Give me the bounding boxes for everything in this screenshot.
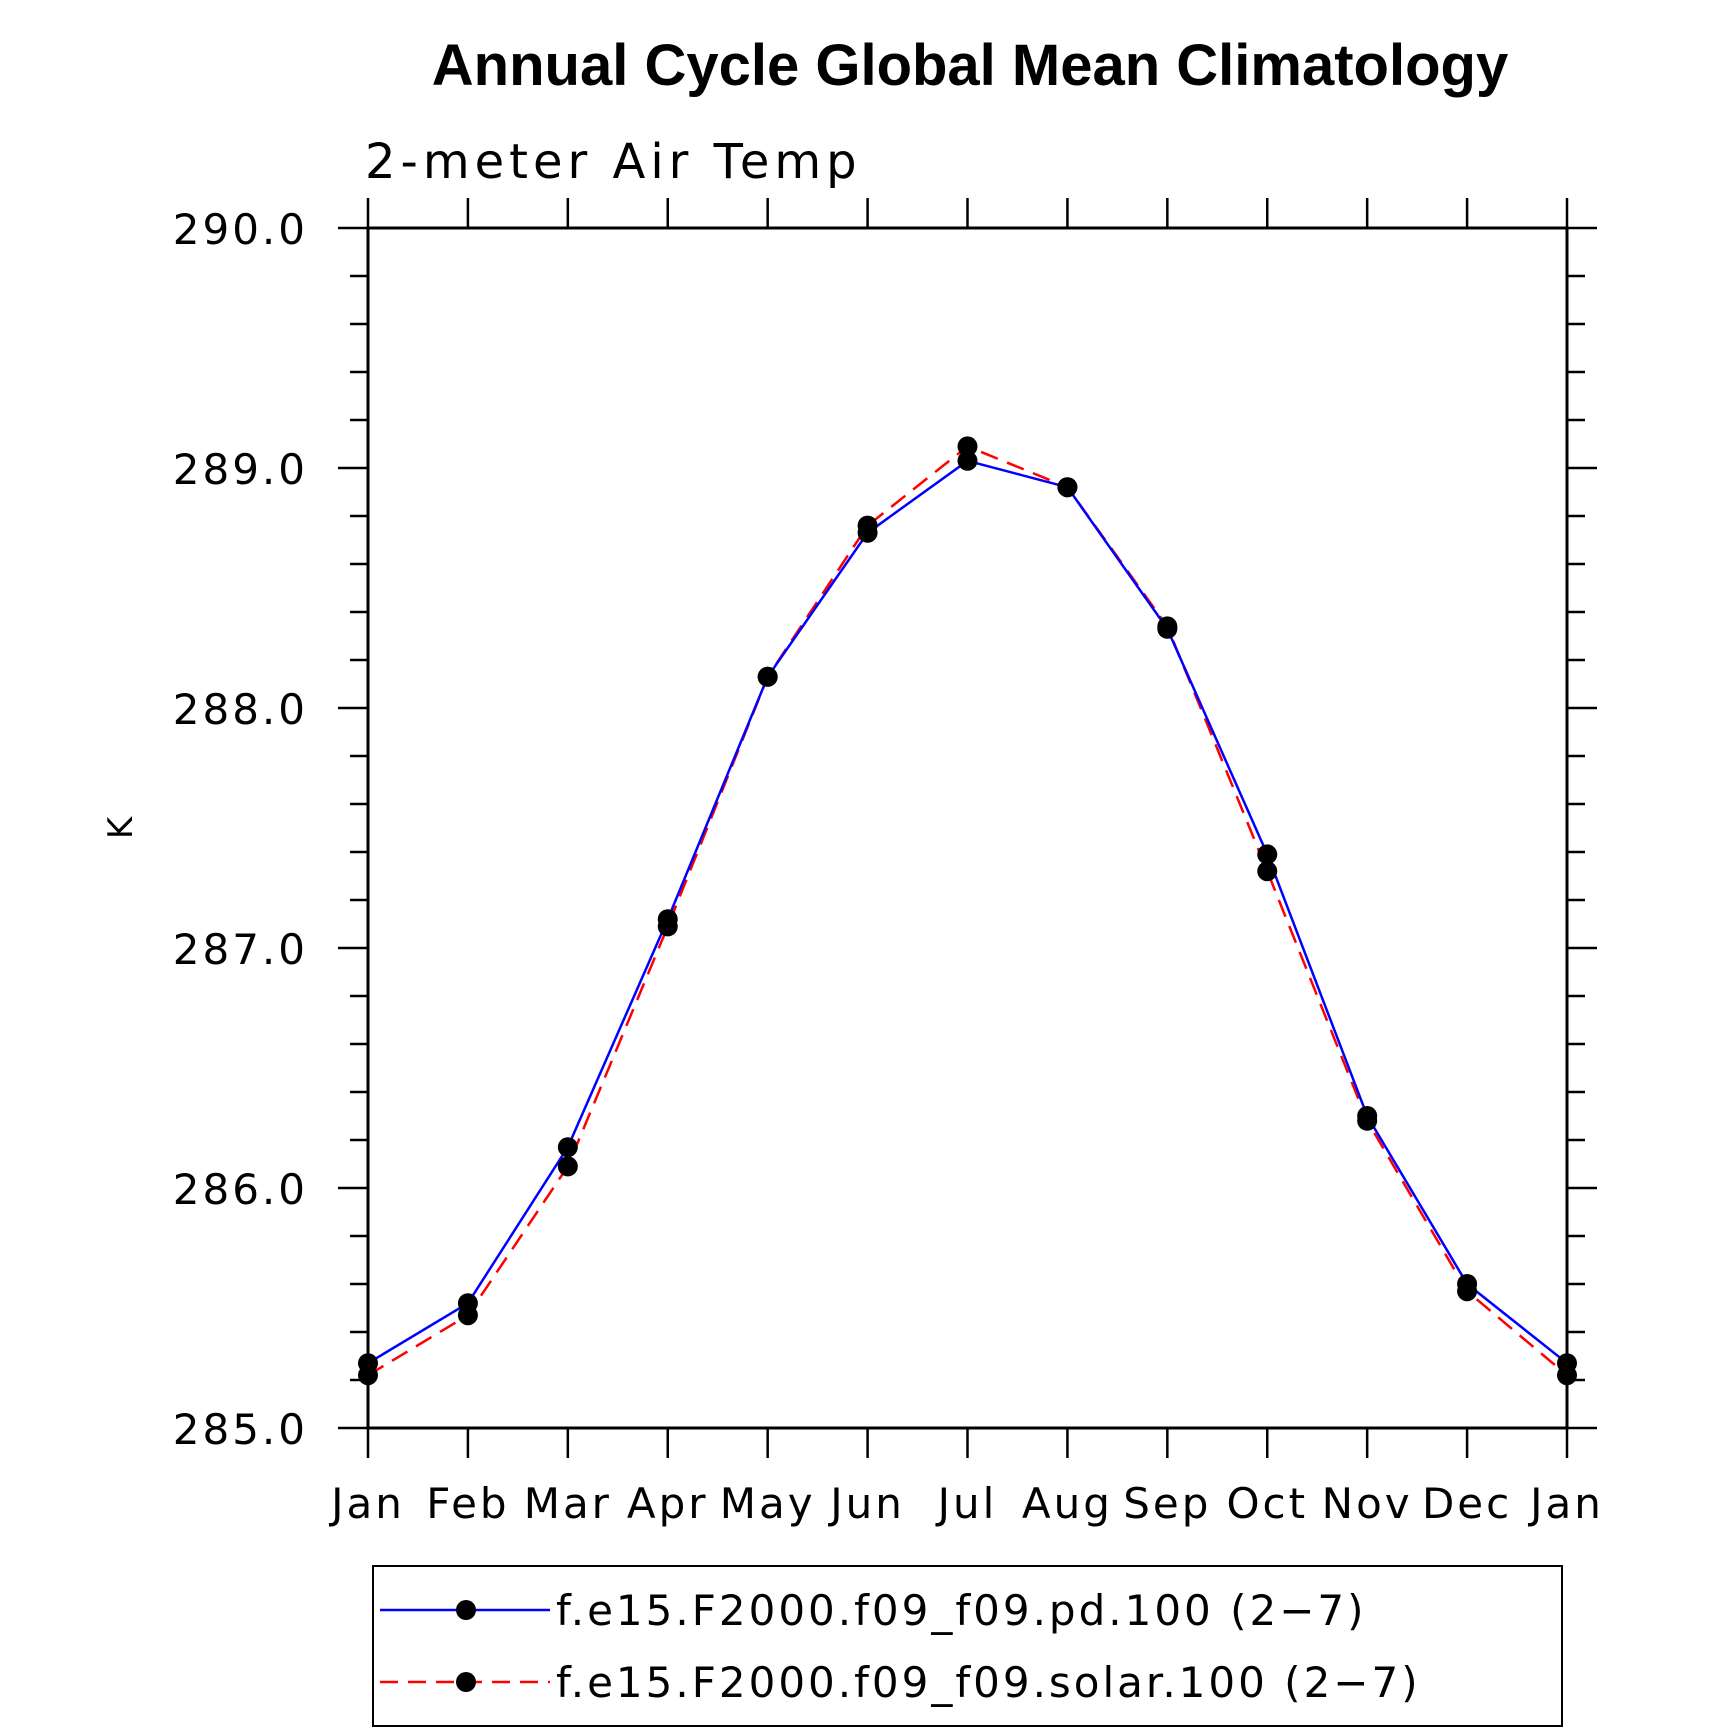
y-tick-label: 290.0 bbox=[173, 205, 308, 254]
legend-label-pd: f.e15.F2000.f09_f09.pd.100 (2−7) bbox=[556, 1586, 1367, 1635]
x-tick-label: Dec bbox=[1422, 1479, 1512, 1528]
x-tick-label: Jan bbox=[328, 1479, 405, 1528]
data-series bbox=[358, 436, 1577, 1386]
series-0-point bbox=[1457, 1274, 1478, 1294]
chart-subtitle: 2-meter Air Temp bbox=[365, 134, 862, 190]
x-tick-label: Mar bbox=[524, 1479, 612, 1528]
series-0-point bbox=[1057, 477, 1078, 498]
legend-marker-pd bbox=[456, 1600, 476, 1620]
series-0-point bbox=[657, 909, 678, 930]
series-0-point bbox=[1557, 1353, 1577, 1374]
y-axis-ticks: 285.0 286.0 287.0 288.0 289.0 290.0 bbox=[173, 205, 1597, 1454]
x-tick-label: Apr bbox=[627, 1479, 709, 1528]
legend-label-solar: f.e15.F2000.f09_f09.solar.100 (2−7) bbox=[556, 1658, 1421, 1707]
series-1-point bbox=[557, 1156, 578, 1177]
x-tick-label: Jul bbox=[935, 1479, 998, 1528]
series-line-0 bbox=[367, 459, 1568, 1365]
series-0-point bbox=[957, 450, 978, 471]
series-0-point bbox=[557, 1137, 578, 1158]
plot-area-frame bbox=[366, 226, 1569, 1430]
x-tick-label: Nov bbox=[1322, 1479, 1413, 1528]
series-line-1 bbox=[367, 444, 1568, 1377]
y-tick-label: 289.0 bbox=[173, 445, 308, 494]
series-0-point bbox=[1357, 1106, 1378, 1126]
x-axis-ticks: Jan Feb Mar Apr May Jun Jul Aug Sep Oct Nov Dec Jan bbox=[328, 198, 1604, 1528]
series-0-point bbox=[1157, 618, 1178, 639]
y-tick-label: 287.0 bbox=[173, 925, 308, 974]
series-0-point bbox=[757, 666, 778, 687]
x-tick-label: Oct bbox=[1226, 1479, 1308, 1528]
series-1-point bbox=[957, 436, 978, 457]
x-tick-label: Aug bbox=[1022, 1479, 1113, 1528]
y-tick-label: 285.0 bbox=[173, 1405, 308, 1454]
legend-marker-solar bbox=[456, 1672, 476, 1692]
x-tick-label: Jun bbox=[827, 1479, 905, 1528]
x-tick-label: Jan bbox=[1527, 1479, 1604, 1528]
chart-title: Annual Cycle Global Mean Climatology bbox=[432, 33, 1508, 98]
legend-box bbox=[372, 1565, 1563, 1727]
series-0-point bbox=[358, 1353, 378, 1374]
x-tick-label: Sep bbox=[1123, 1479, 1211, 1528]
y-tick-label: 286.0 bbox=[173, 1165, 308, 1214]
series-0-point bbox=[857, 522, 878, 543]
x-tick-label: Feb bbox=[426, 1479, 509, 1528]
series-1-point bbox=[1257, 861, 1278, 882]
legend: f.e15.F2000.f09_f09.pd.100 (2−7) f.e15.F… bbox=[372, 1565, 1563, 1727]
y-axis-label: K bbox=[101, 815, 141, 839]
series-0-point bbox=[1257, 844, 1278, 865]
x-tick-label: May bbox=[720, 1479, 816, 1528]
series-0-point bbox=[457, 1293, 478, 1314]
y-tick-label: 288.0 bbox=[173, 685, 308, 734]
